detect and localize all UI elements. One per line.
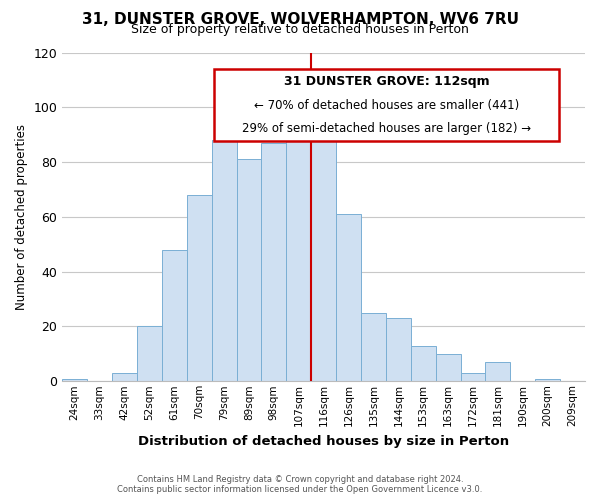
Text: 31 DUNSTER GROVE: 112sqm: 31 DUNSTER GROVE: 112sqm — [284, 76, 489, 88]
X-axis label: Distribution of detached houses by size in Perton: Distribution of detached houses by size … — [138, 434, 509, 448]
Text: Contains HM Land Registry data © Crown copyright and database right 2024.
Contai: Contains HM Land Registry data © Crown c… — [118, 474, 482, 494]
Text: 31, DUNSTER GROVE, WOLVERHAMPTON, WV6 7RU: 31, DUNSTER GROVE, WOLVERHAMPTON, WV6 7R… — [82, 12, 518, 28]
Bar — [236, 160, 262, 382]
Bar — [137, 326, 162, 382]
Bar — [411, 346, 436, 382]
Bar — [162, 250, 187, 382]
Bar — [311, 132, 336, 382]
Text: ← 70% of detached houses are smaller (441): ← 70% of detached houses are smaller (44… — [254, 98, 519, 112]
Bar — [262, 143, 286, 382]
Text: 29% of semi-detached houses are larger (182) →: 29% of semi-detached houses are larger (… — [242, 122, 531, 134]
Bar — [212, 140, 236, 382]
Bar — [485, 362, 511, 382]
Bar — [461, 373, 485, 382]
Bar — [386, 318, 411, 382]
Bar — [361, 313, 386, 382]
Bar — [187, 195, 212, 382]
Bar — [62, 378, 87, 382]
Text: Size of property relative to detached houses in Perton: Size of property relative to detached ho… — [131, 24, 469, 36]
Bar — [436, 354, 461, 382]
Bar — [112, 373, 137, 382]
Bar — [535, 378, 560, 382]
Bar — [286, 132, 311, 382]
Bar — [336, 214, 361, 382]
Y-axis label: Number of detached properties: Number of detached properties — [15, 124, 28, 310]
FancyBboxPatch shape — [214, 69, 559, 142]
